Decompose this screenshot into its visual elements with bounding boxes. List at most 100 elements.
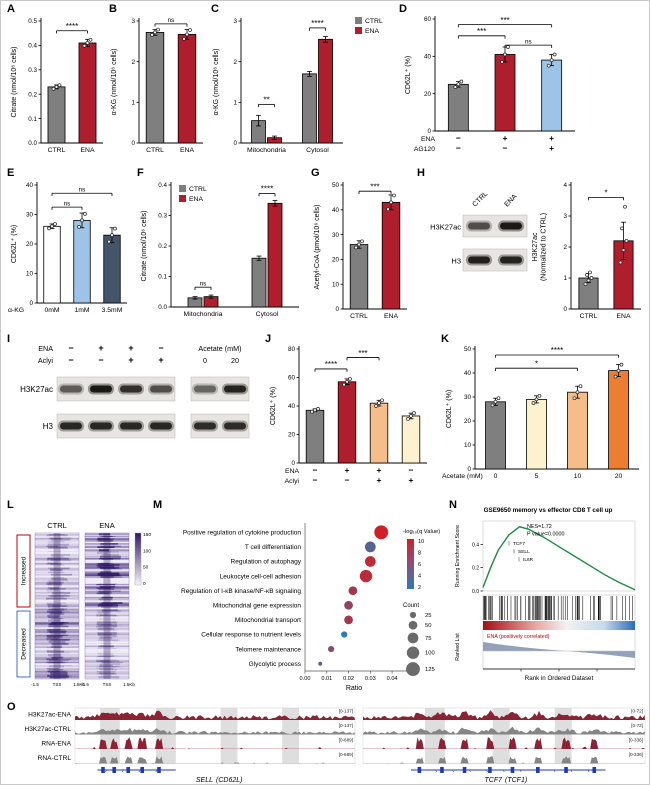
y-tick-label: 3 (563, 213, 567, 220)
heatmap-strip (100, 548, 121, 550)
heatmap-strip (35, 617, 79, 620)
data-point (620, 226, 624, 231)
heatmap-strip (35, 676, 79, 679)
blot-band-core (120, 422, 142, 430)
heatmap-strip (96, 587, 111, 589)
y-tick-label: 50 (332, 182, 340, 189)
data-point (80, 218, 84, 223)
heatmap-strip (48, 661, 68, 663)
legend-count-label: 125 (425, 667, 435, 673)
heatmap-strip (97, 624, 118, 627)
heatmap-strip (46, 658, 59, 660)
heatmap-strip (35, 591, 79, 593)
heatmap-strip (35, 671, 79, 673)
data-point (374, 404, 378, 408)
data-point (348, 377, 352, 381)
heatmap-x-tick: 1.5Kb (73, 682, 85, 687)
heatmap-strip (48, 567, 66, 570)
heatmap-strip (85, 621, 129, 623)
x-tick-label: 0.01 (321, 676, 332, 682)
heatmap-strip (85, 662, 129, 664)
panel-N: N GSE9650 memory vs effector CD8 T cell u… (449, 500, 647, 701)
strand-arrow: › (122, 768, 124, 774)
data-point (589, 276, 594, 280)
sig-label: ns (525, 38, 532, 45)
heatmap-strip (100, 576, 123, 578)
y-tick-label: 40 (464, 370, 472, 377)
panel-O-genome-tracks: H3K27ac-ENA H3K27ac-CTRL RNA-ENA RNA-CTRL [0… (24, 707, 646, 784)
heatmap-strip (35, 670, 79, 672)
heatmap-strip (35, 623, 79, 625)
condition-sign: + (128, 343, 133, 353)
heatmap-strip (46, 668, 59, 670)
heatmap-strip (35, 550, 79, 552)
y-tick-label: 0 (291, 460, 295, 467)
go-term: Glycolytic process (249, 661, 302, 668)
heatmap-strip (85, 663, 129, 666)
strand-arrow: › (155, 768, 157, 774)
matrix-sign: + (549, 133, 554, 143)
heatmap-strip (47, 587, 59, 590)
heatmap-column (34, 532, 80, 680)
matrix-sign: − (409, 465, 414, 475)
heatmap-strip (46, 670, 69, 672)
heatmap-strip (85, 565, 129, 567)
heatmap-strip (85, 624, 129, 627)
heatmap-strip (49, 676, 69, 679)
data-point (588, 270, 592, 275)
panel-F-chart: 0.0 0.1 0.2 0.3 0.4 Citrate (nmol/10⁶ cells) M… (141, 182, 299, 318)
heatmap-strip (96, 565, 115, 568)
panel-B: B 0 1 2 3 α-KG (nmol/10⁶ cells) CTRL ENA ns (109, 4, 209, 163)
heatmap-strip (85, 539, 129, 542)
heatmap-strip (35, 634, 79, 637)
data-point (153, 30, 157, 35)
heatmap-strip (51, 539, 70, 542)
heatmap-strip (35, 589, 79, 591)
heatmap-strip (99, 627, 112, 629)
go-term: Cellular response to nutrient levels (201, 632, 301, 639)
heatmap-column-title: CTRL (47, 521, 67, 530)
gsea-title: GSE9650 memory vs effector CD8 T cell up (484, 507, 613, 514)
heatmap-strip (35, 608, 79, 611)
matrix-sign: − (345, 475, 350, 485)
y-tick-label: 20 (288, 432, 296, 439)
heatmap-strip (46, 639, 68, 641)
bar (177, 34, 197, 144)
heatmap-strip (35, 591, 79, 593)
y-axis-title: CD62L⁺ (%) (10, 225, 18, 263)
y-axis-title: Acetyl-CoA (pmol/10⁶ cells) (314, 205, 321, 290)
blot-band-core (194, 422, 216, 430)
track-signal (75, 737, 355, 749)
heatmap-strip (46, 637, 59, 640)
acetate-col-label: 20 (231, 356, 239, 365)
heatmap-strip (35, 640, 79, 642)
x-tick-label: 0.02 (343, 676, 354, 682)
y-tick-label: 3 (131, 18, 135, 25)
data-point (406, 416, 410, 421)
heatmap-strip (101, 660, 113, 663)
track-signal (363, 756, 645, 764)
y-axis-title: CD62L⁺ (%) (445, 390, 453, 428)
colorbar-tick: 150 (143, 532, 151, 538)
group-label: Mitochondria (247, 147, 286, 154)
heatmap-strip (85, 576, 129, 579)
heatmap-strip (85, 628, 129, 630)
heatmap-strip (85, 543, 129, 546)
x-tick-label: ENA (180, 147, 194, 154)
panel-A-label: A (7, 3, 15, 15)
heatmap-strip (35, 538, 79, 540)
heatmap-strip (85, 599, 129, 601)
heatmap-strip (101, 535, 113, 537)
heatmap-strip (85, 666, 129, 668)
matrix-row-name: Aclyi (285, 478, 300, 485)
legend-count-label: 100 (425, 651, 435, 657)
gene-exon (440, 767, 444, 773)
data-point (531, 401, 536, 405)
heatmap-strip (35, 676, 79, 679)
heatmap-strip (96, 565, 109, 567)
heatmap-strip (49, 595, 64, 598)
heatmap-x-tick: -1.5 (31, 682, 39, 687)
heatmap-strip (48, 671, 68, 673)
heatmap-strip (48, 625, 69, 628)
heatmap-strip (98, 533, 110, 536)
